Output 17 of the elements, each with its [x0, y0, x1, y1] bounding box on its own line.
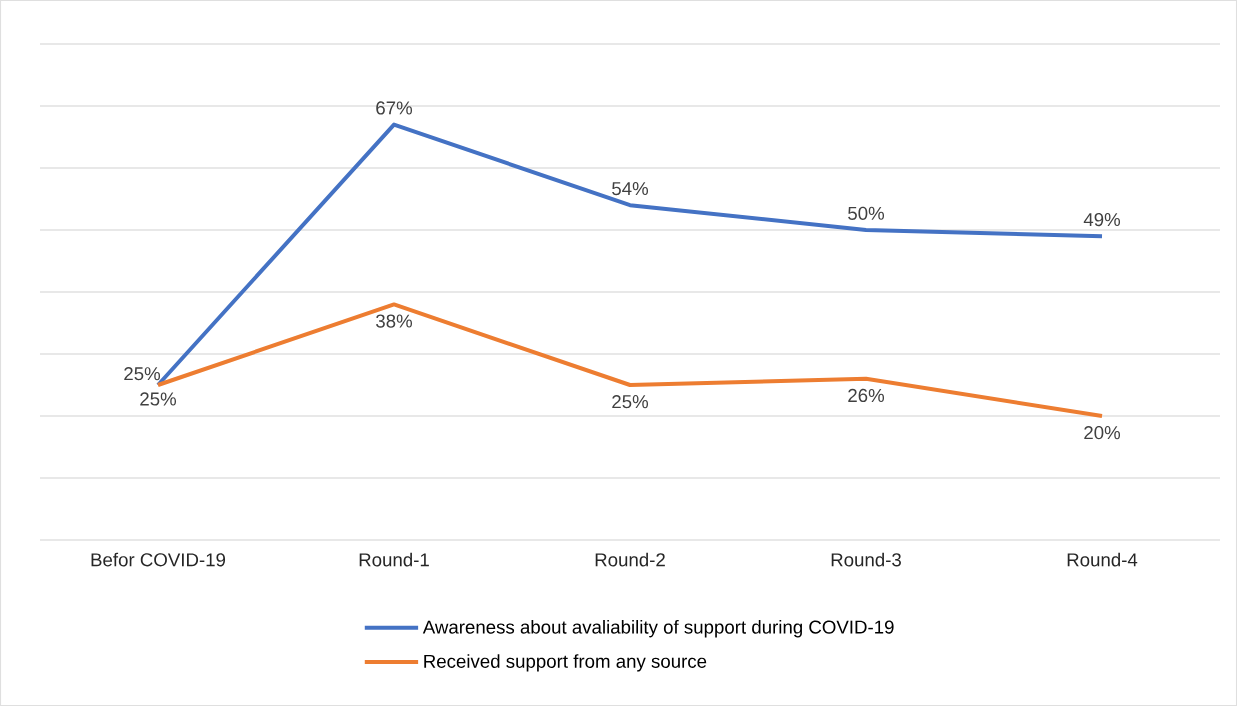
data-label: 25% — [612, 395, 649, 409]
x-tick-label: Befor COVID-19 — [91, 552, 226, 567]
data-label: 54% — [612, 182, 649, 196]
data-label: 26% — [848, 388, 885, 403]
data-label: 67% — [376, 101, 413, 115]
x-tick-label: Round-4 — [1067, 552, 1138, 567]
data-label: 25% — [124, 367, 161, 381]
data-label: 25% — [140, 392, 177, 406]
data-label: 20% — [1084, 426, 1121, 440]
data-label: 49% — [1083, 212, 1121, 227]
x-tick-label: Round-3 — [831, 552, 901, 567]
x-tick-label: Round-1 — [359, 552, 429, 567]
x-tick-label: Round-2 — [595, 552, 665, 567]
legend-label: Received support from any source — [424, 654, 707, 672]
legend-label: Awareness about avaliability of support during COVID-19 — [422, 619, 894, 638]
data-label: 38% — [376, 314, 413, 328]
data-label: 50% — [848, 206, 885, 220]
